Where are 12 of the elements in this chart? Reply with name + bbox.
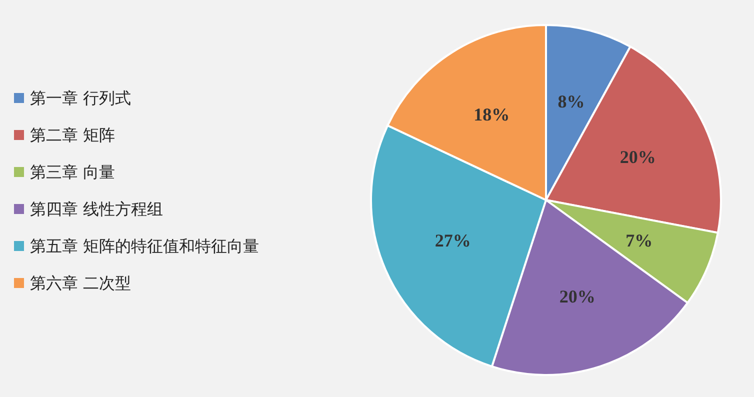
legend-label: 第二章 矩阵	[30, 126, 116, 144]
data-label: 27%	[434, 230, 471, 250]
legend-label: 第六章 二次型	[30, 274, 132, 292]
legend-label: 第一章 行列式	[30, 88, 132, 108]
data-label: 20%	[559, 286, 596, 307]
data-label: 7%	[626, 230, 653, 250]
legend-label: 第三章 向量	[30, 162, 116, 182]
data-label: 20%	[620, 146, 656, 167]
legend-label: 第五章 矩阵的特征值和特征向量	[30, 236, 260, 256]
legend-label: 第四章 线性方程组	[30, 200, 164, 218]
data-label: 8%	[558, 92, 585, 112]
data-label: 18%	[474, 104, 510, 124]
